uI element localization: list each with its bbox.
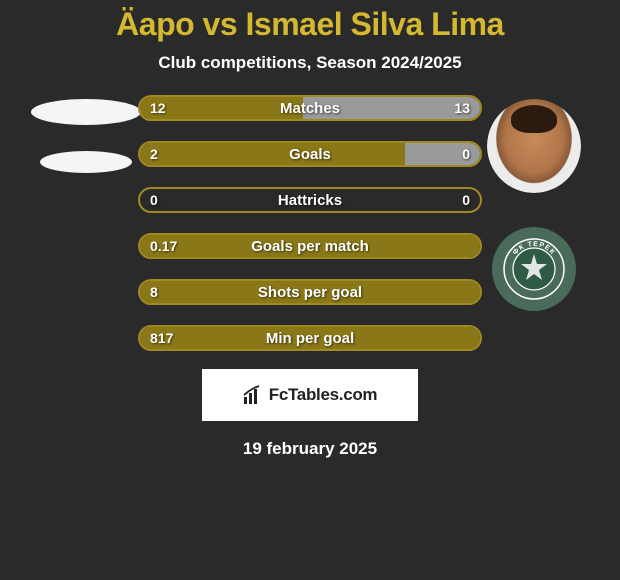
watermark: FcTables.com: [202, 369, 418, 421]
stat-bar: 817 Min per goal: [138, 325, 482, 351]
bar-value-left: 12: [150, 100, 166, 116]
stat-bar: 0.17 Goals per match: [138, 233, 482, 259]
infographic-root: Äapo vs Ismael Silva Lima Club competiti…: [0, 0, 620, 459]
avatar-placeholder-icon: [40, 151, 132, 173]
page-subtitle: Club competitions, Season 2024/2025: [158, 53, 461, 73]
player-face-icon: [487, 99, 581, 193]
club-badge: ФК ТЕРЕК: [492, 227, 576, 311]
bar-fill-left: [140, 143, 405, 165]
page-title: Äapo vs Ismael Silva Lima: [116, 6, 504, 43]
club-badge-icon: ФК ТЕРЕК: [499, 234, 569, 304]
bar-label: Matches: [280, 100, 340, 117]
bar-value-right: 0: [462, 146, 470, 162]
player-right-avatar: [487, 99, 581, 193]
watermark-text: FcTables.com: [269, 385, 378, 405]
content-row: 12 Matches 13 2 Goals 0 0 Hattricks 0 0.17 Goals p…: [0, 95, 620, 351]
stat-bar: 8 Shots per goal: [138, 279, 482, 305]
stat-bar: 12 Matches 13: [138, 95, 482, 121]
player-left-column: [26, 95, 146, 199]
bar-label: Hattricks: [278, 192, 342, 209]
bar-value-left: 8: [150, 284, 158, 300]
date-text: 19 february 2025: [243, 439, 377, 459]
bar-value-left: 817: [150, 330, 173, 346]
bar-value-right: 0: [462, 192, 470, 208]
chart-icon: [243, 385, 265, 405]
stat-bar: 2 Goals 0: [138, 141, 482, 167]
bar-value-left: 0.17: [150, 238, 177, 254]
avatar-placeholder-icon: [31, 99, 141, 125]
player-right-column: ФК ТЕРЕК: [474, 95, 594, 311]
bar-value-left: 2: [150, 146, 158, 162]
bar-label: Shots per goal: [258, 284, 362, 301]
bar-value-right: 13: [454, 100, 470, 116]
bar-label: Goals: [289, 146, 331, 163]
stat-bar: 0 Hattricks 0: [138, 187, 482, 213]
bar-value-left: 0: [150, 192, 158, 208]
bar-label: Goals per match: [251, 238, 369, 255]
stats-bars: 12 Matches 13 2 Goals 0 0 Hattricks 0 0.17 Goals p…: [138, 95, 482, 351]
bar-label: Min per goal: [266, 330, 354, 347]
